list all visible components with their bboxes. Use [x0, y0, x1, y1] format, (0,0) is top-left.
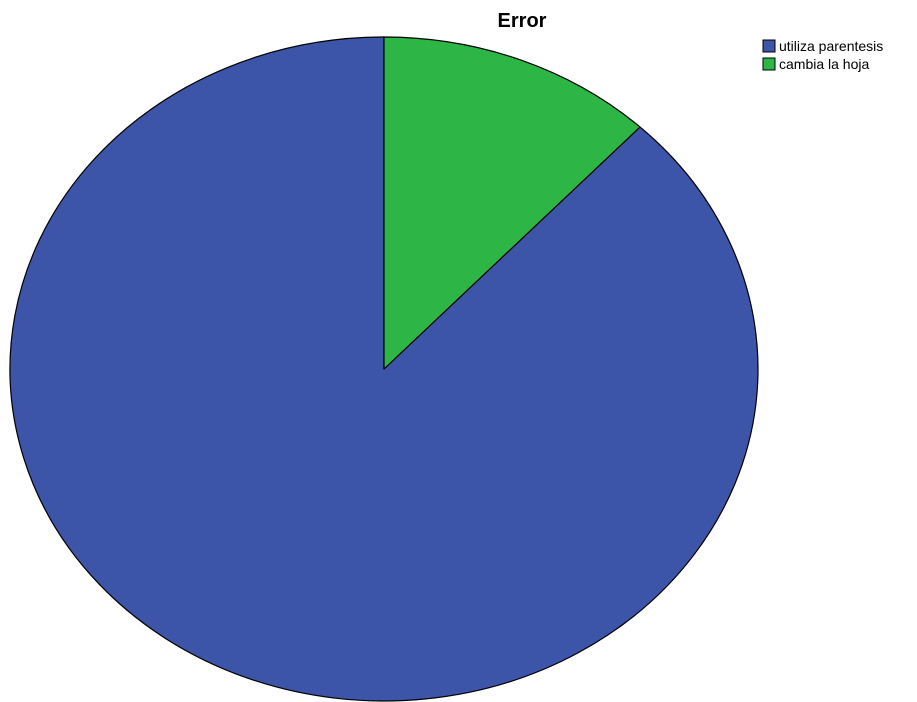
- chart-title: Error: [498, 10, 547, 32]
- pie-slices: [9, 36, 759, 702]
- legend-label: utiliza parentesis: [779, 38, 883, 54]
- chart-legend: utiliza parentesis cambia la hoja: [762, 38, 883, 72]
- legend-swatch-utiliza-parentesis: [762, 39, 776, 53]
- pie-slice-cambia-la-hoja: [383, 36, 641, 370]
- legend-label: cambia la hoja: [779, 56, 869, 72]
- legend-swatch-cambia-la-hoja: [762, 57, 776, 71]
